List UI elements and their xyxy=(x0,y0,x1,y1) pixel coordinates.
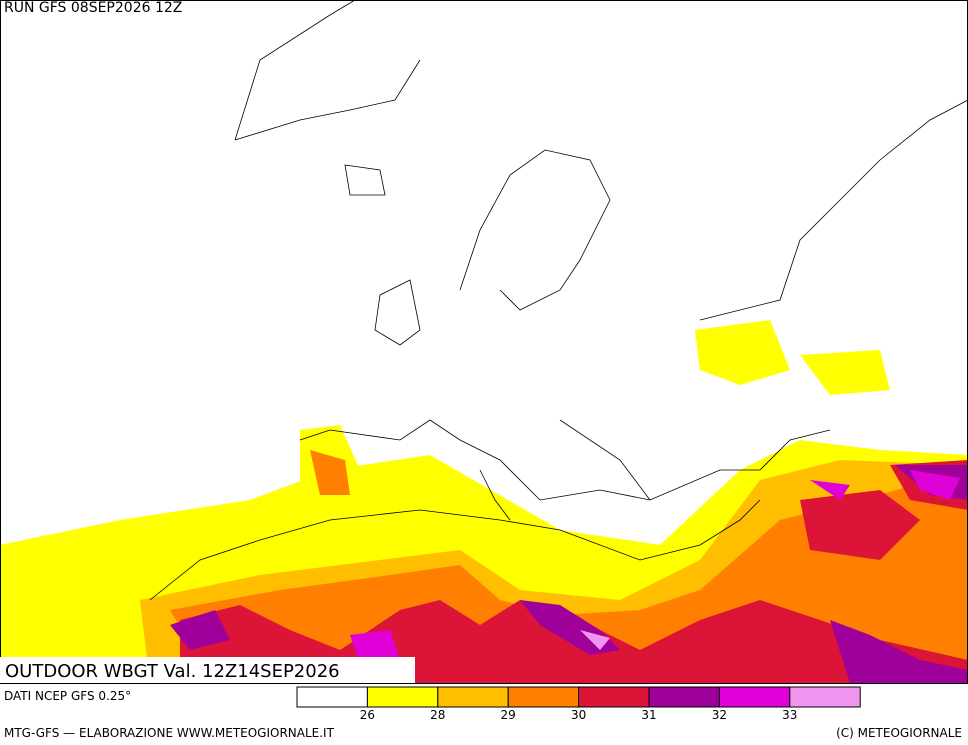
colorbar-label: 32 xyxy=(712,708,727,722)
wbgt-area xyxy=(830,620,968,683)
wbgt-area xyxy=(695,320,790,385)
colorbar-box xyxy=(296,686,368,708)
colorbar-box xyxy=(437,686,509,708)
colorbar-label: 33 xyxy=(782,708,797,722)
colorbar-label: 28 xyxy=(430,708,445,722)
wbgt-area xyxy=(800,490,920,560)
wbgt-area xyxy=(350,630,400,665)
colorbar-box xyxy=(578,686,650,708)
footer-left: MTG-GFS — ELABORAZIONE WWW.METEOGIORNALE… xyxy=(4,726,335,740)
colorbar-box xyxy=(718,686,791,708)
colorbar: 26 28 29 30 31 32 33 xyxy=(296,686,861,722)
colorbar-label: 31 xyxy=(641,708,656,722)
title-box xyxy=(0,657,415,683)
colorbar-label: 26 xyxy=(360,708,375,722)
colorbar-box xyxy=(366,686,439,708)
wbgt-area xyxy=(910,470,960,500)
footer-right: (C) METEOGIORNALE xyxy=(836,726,962,740)
source-label: DATI NCEP GFS 0.25° xyxy=(4,689,131,703)
run-label: RUN GFS 08SEP2026 12Z xyxy=(4,0,182,16)
colorbar-box xyxy=(789,686,861,708)
wbgt-area xyxy=(170,610,230,650)
colorbar-box xyxy=(507,686,580,708)
wbgt-area xyxy=(580,630,610,650)
wbgt-area xyxy=(800,350,890,395)
wbgt-area xyxy=(810,480,850,500)
coastlines xyxy=(149,0,968,601)
wbgt-field xyxy=(0,320,968,683)
colorbar-box xyxy=(648,686,720,708)
map-title: OUTDOOR WBGT Val. 12Z14SEP2026 xyxy=(5,661,340,682)
wbgt-area xyxy=(310,450,350,495)
colorbar-label: 30 xyxy=(571,708,586,722)
colorbar-label: 29 xyxy=(501,708,516,722)
